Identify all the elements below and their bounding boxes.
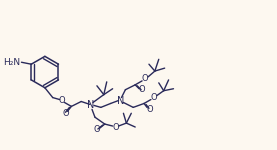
Text: O: O	[142, 74, 148, 83]
Text: O: O	[139, 85, 145, 94]
Text: H₂N: H₂N	[3, 58, 20, 67]
Text: N: N	[117, 96, 124, 105]
Text: O: O	[147, 105, 153, 114]
Text: O: O	[58, 96, 65, 105]
Text: O: O	[62, 109, 69, 118]
Text: N: N	[87, 100, 95, 110]
Text: O: O	[112, 123, 119, 132]
Text: O: O	[151, 93, 157, 102]
Text: O: O	[94, 125, 100, 134]
